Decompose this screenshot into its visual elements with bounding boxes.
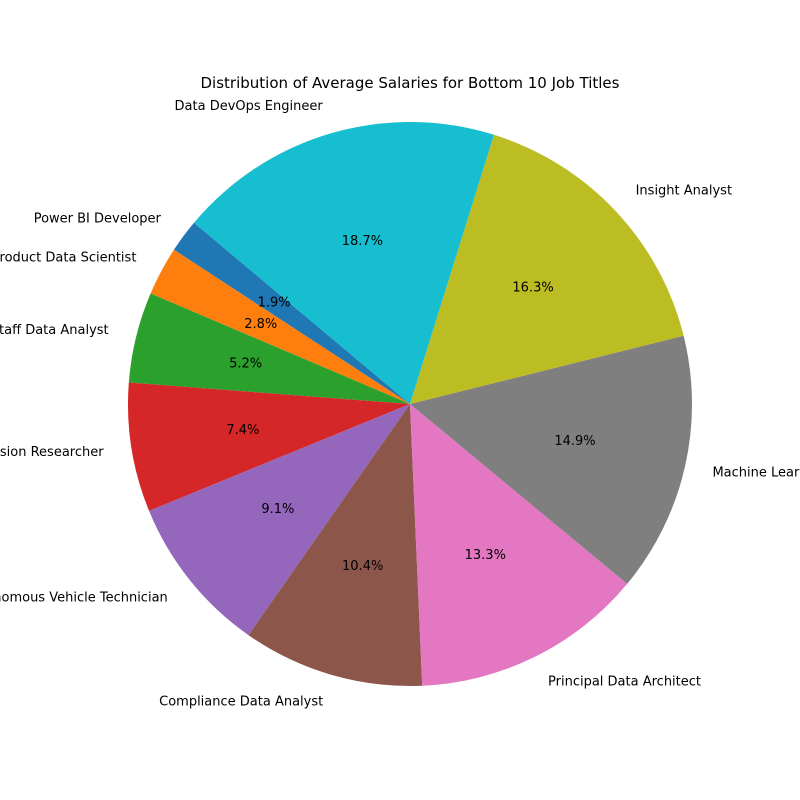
percent-label-principal-data-architect: 13.3% [465, 548, 506, 563]
percent-label-power-bi-developer: 1.9% [258, 296, 291, 311]
percent-label-autonomous-vehicle-technician: 9.1% [261, 502, 294, 517]
pie-slice-power-bi-developer [173, 222, 410, 404]
slice-label-power-bi-developer: Power BI Developer [34, 212, 162, 227]
percent-label-computer-vision-researcher: 7.4% [226, 423, 259, 438]
pie-slice-data-devops-engineer [193, 121, 494, 404]
pie-slices [128, 121, 692, 687]
slice-label-data-devops-engineer: Data DevOps Engineer [175, 99, 324, 114]
slice-label-autonomous-vehicle-technician: Autonomous Vehicle Technician [0, 590, 168, 605]
pie-slice-insight-analyst [410, 134, 684, 404]
percent-label-compliance-data-analyst: 10.4% [342, 559, 383, 574]
slice-label-computer-vision-researcher: Computer Vision Researcher [0, 445, 104, 460]
percent-label-data-devops-engineer: 18.7% [342, 234, 383, 249]
pie-slice-autonomous-vehicle-technician [149, 404, 410, 636]
percent-label-product-data-scientist: 2.8% [244, 317, 277, 332]
pie-slice-principal-data-architect [410, 404, 628, 686]
slice-label-product-data-scientist: Product Data Scientist [0, 250, 136, 265]
pie-slice-product-data-scientist [150, 249, 411, 404]
slice-labels: Power BI Developer Product Data Scientist… [0, 99, 800, 709]
pie-slice-computer-vision-researcher [128, 382, 410, 511]
percent-label-insight-analyst: 16.3% [512, 280, 553, 295]
slice-label-insight-analyst: Insight Analyst [636, 184, 732, 199]
percent-labels: 1.9% 2.8% 5.2% 7.4% 9.1% 10.4% 13.3% 14.9% 16.3%… [226, 234, 595, 574]
pie-slice-machine-learning-developer [410, 335, 692, 584]
slice-label-machine-learning-developer: Machine Learning Developer [712, 465, 800, 480]
slice-label-staff-data-analyst: Staff Data Analyst [0, 323, 109, 338]
slice-label-compliance-data-analyst: Compliance Data Analyst [159, 694, 323, 709]
pie-slice-compliance-data-analyst [248, 404, 423, 687]
percent-label-machine-learning-developer: 14.9% [554, 434, 595, 449]
percent-label-staff-data-analyst: 5.2% [229, 356, 262, 371]
pie-slice-staff-data-analyst [128, 293, 410, 404]
chart-title: Distribution of Average Salaries for Bot… [201, 74, 620, 92]
slice-label-principal-data-architect: Principal Data Architect [548, 674, 701, 689]
